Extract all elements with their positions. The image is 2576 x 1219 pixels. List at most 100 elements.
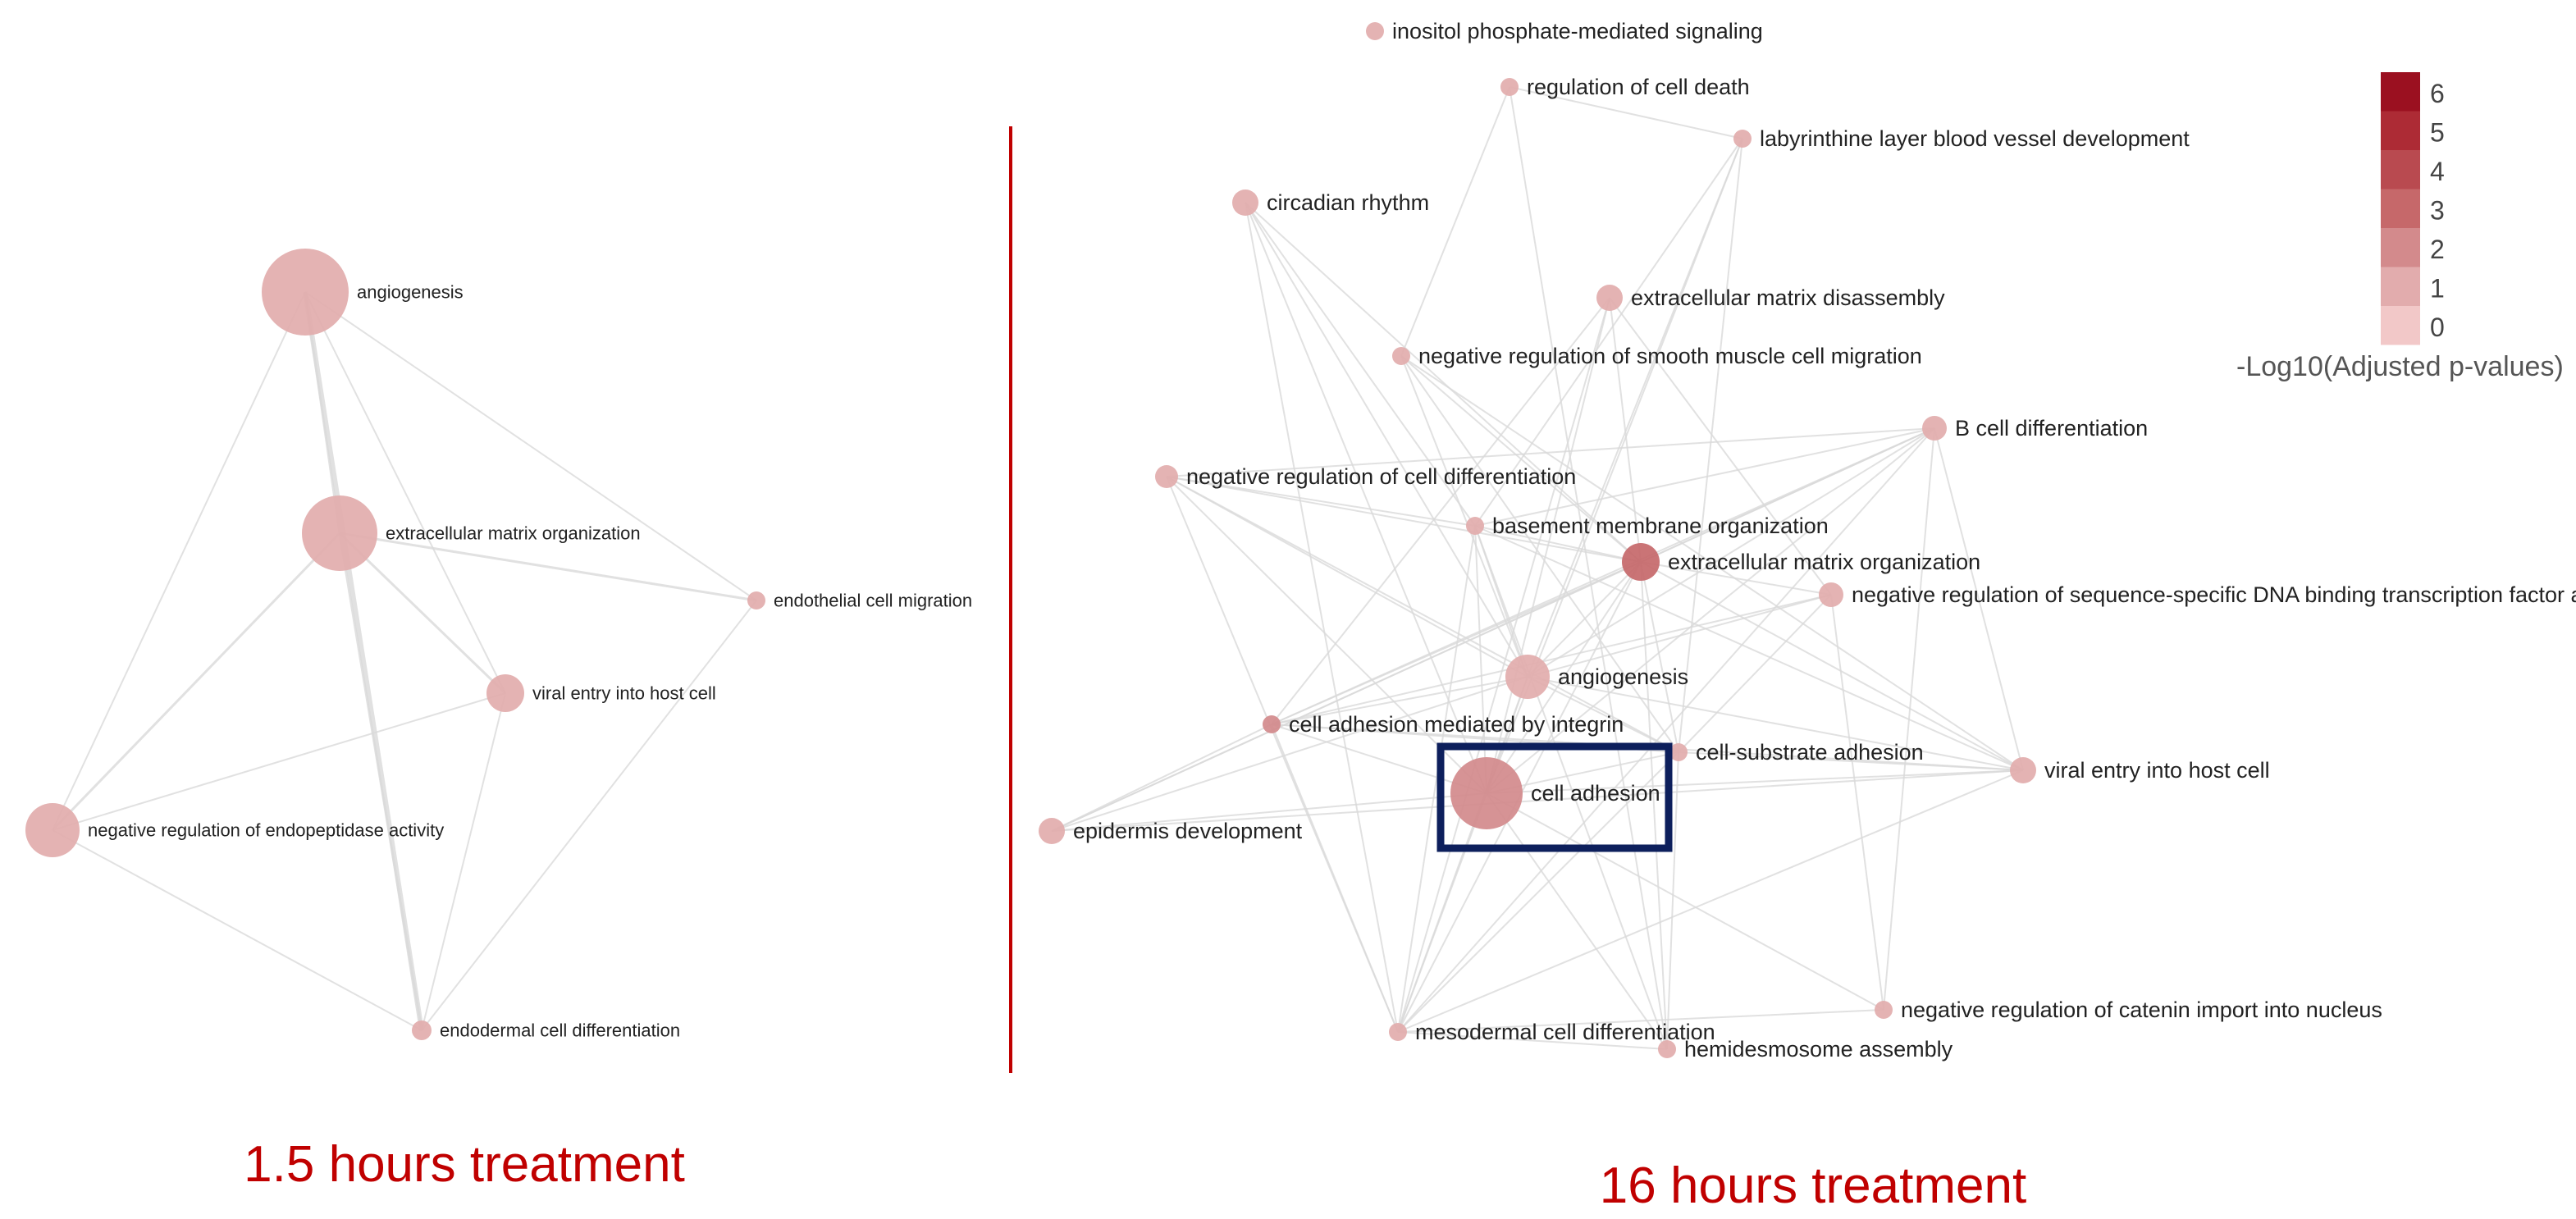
node-neg_smc: negative regulation of smooth muscle cel…: [1392, 344, 1922, 368]
legend-swatch: [2381, 267, 2420, 306]
node-circle: [1875, 1001, 1893, 1019]
node-circadian: circadian rhythm: [1232, 189, 1429, 216]
node-neg_endopep: negative regulation of endopeptidase act…: [25, 803, 444, 857]
edge-ecm_org-endo_mig: [339, 532, 757, 602]
edge-viral-neg_endopep: [52, 692, 506, 831]
edge-ecm_dis-neg_tf: [1609, 297, 1832, 596]
node-label: negative regulation of cell differentiat…: [1186, 464, 1576, 489]
node-label: basement membrane organization: [1492, 514, 1829, 538]
node-label: extracellular matrix organization: [386, 523, 641, 544]
node-circle: [1155, 465, 1178, 488]
node-bcell: B cell differentiation: [1922, 416, 2148, 441]
legend-swatch: [2381, 150, 2420, 189]
edge-angiogenesis-endo_mig: [304, 291, 757, 601]
edge-neg_celldiff-angiogenesis: [1166, 476, 1528, 678]
edge-bcell-cell_adhesion: [1486, 427, 1935, 794]
left-edges: [51, 291, 757, 1031]
edge-angiogenesis-substrate: [1527, 676, 1679, 753]
edge-substrate-viral: [1678, 751, 2024, 771]
edge-ecm_org-viral: [338, 532, 507, 695]
legend-tick-label: 1: [2430, 273, 2445, 303]
legend-tick-label: 6: [2430, 79, 2445, 108]
edge-ecm_org-angiogenesis: [1527, 561, 1642, 678]
edge-neg_celldiff-substrate: [1166, 476, 1679, 753]
legend-swatch: [2381, 228, 2420, 267]
right-network-panel: inositol phosphate-mediated signaling reg…: [1039, 19, 2576, 1061]
node-circle: [2010, 757, 2036, 783]
node-label: mesodermal cell differentiation: [1415, 1020, 1715, 1044]
edge-cell_adhesion-catenin: [1486, 792, 1884, 1011]
node-reg_death: regulation of cell death: [1500, 75, 1750, 99]
node-label: hemidesmosome assembly: [1684, 1037, 1953, 1061]
edge-integrin-epidermis: [1051, 724, 1272, 832]
node-circle: [25, 803, 80, 857]
node-hemides: hemidesmosome assembly: [1658, 1037, 1953, 1061]
edge-neg_celldiff-cell_adhesion: [1166, 476, 1487, 794]
node-label: B cell differentiation: [1955, 416, 2148, 441]
edge-bcell-viral: [1934, 427, 2024, 771]
node-circle: [1263, 715, 1281, 733]
node-label: epidermis development: [1073, 819, 1303, 843]
node-cell_adhesion: cell adhesion: [1450, 757, 1660, 829]
node-label: cell-substrate adhesion: [1696, 740, 1924, 765]
edge-neg_smc-ecm_org: [1400, 355, 1642, 563]
node-circle: [747, 591, 765, 610]
legend-title: -Log10(Adjusted p-values): [2236, 351, 2564, 382]
node-circle: [302, 495, 377, 571]
edge-angiogenesis-viral: [304, 291, 506, 694]
left-network-panel: angiogenesis extracellular matrix organiz…: [25, 249, 972, 1041]
node-label: viral entry into host cell: [2044, 758, 2270, 783]
edge-neg_endopep-endoderm: [52, 829, 422, 1031]
node-label: inositol phosphate-mediated signaling: [1392, 19, 1763, 43]
edge-viral-mesoderm: [1397, 769, 2024, 1033]
edge-labyrinth-basement: [1474, 138, 1743, 527]
node-label: negative regulation of catenin import in…: [1901, 998, 2382, 1022]
color-legend: 6 5 4 3 2 1 0 -Log10(Adjusted p-values): [2236, 72, 2564, 382]
edge-neg_tf-integrin: [1271, 594, 1832, 725]
node-circle: [486, 674, 524, 712]
legend-ticks: 6 5 4 3 2 1 0: [2430, 79, 2445, 342]
node-circle: [1232, 189, 1258, 216]
node-label: endothelial cell migration: [774, 591, 972, 611]
node-label: negative regulation of endopeptidase act…: [88, 820, 444, 841]
edge-cell_adhesion-mesoderm: [1397, 792, 1487, 1033]
edge-substrate-mesoderm: [1397, 751, 1679, 1033]
legend-swatch: [2381, 72, 2420, 112]
node-label: angiogenesis: [1558, 664, 1688, 689]
edge-reg_death-hemides: [1509, 86, 1668, 1050]
node-label: extracellular matrix disassembly: [1631, 285, 1945, 310]
node-epidermis: epidermis development: [1039, 818, 1303, 844]
legend-swatches: [2381, 72, 2420, 345]
node-circle: [1505, 655, 1550, 699]
edge-neg_celldiff-ecm_org: [1166, 476, 1642, 563]
legend-tick-label: 3: [2430, 195, 2445, 225]
node-labyrinth: labyrinthine layer blood vessel developm…: [1733, 126, 2190, 151]
node-angiogenesis: angiogenesis: [1505, 655, 1688, 699]
edge-angiogenesis-viral: [1527, 676, 2024, 771]
edge-circadian-mesoderm: [1245, 202, 1399, 1033]
legend-swatch: [2381, 306, 2420, 345]
right-panel-title: 16 hours treatment: [1600, 1157, 2026, 1214]
edge-mesoderm-hemides: [1397, 1031, 1668, 1050]
node-catenin: negative regulation of catenin import in…: [1875, 998, 2382, 1022]
edge-basement-mesoderm: [1397, 525, 1476, 1033]
edge-cell_adhesion-hemides: [1486, 792, 1668, 1050]
node-circle: [412, 1020, 432, 1040]
edge-neg_tf-angiogenesis: [1527, 594, 1832, 678]
edge-mesoderm-catenin: [1397, 1009, 1884, 1033]
node-inositol: inositol phosphate-mediated signaling: [1366, 19, 1763, 43]
edge-reg_death-neg_smc: [1400, 86, 1510, 357]
edge-neg_tf-substrate: [1678, 594, 1832, 753]
node-circle: [1039, 818, 1065, 844]
legend-swatch: [2381, 111, 2420, 150]
highlight-box: [1436, 742, 1673, 852]
node-circle: [1658, 1040, 1676, 1058]
edge-ecm_org-neg_tf: [1640, 561, 1832, 596]
node-circle: [1392, 347, 1410, 365]
edge-angiogenesis-integrin: [1271, 676, 1528, 725]
edge-epidermis-viral: [1051, 769, 2024, 832]
node-circle: [1500, 78, 1519, 96]
legend-tick-label: 2: [2430, 235, 2445, 264]
edge-circadian-basement: [1245, 202, 1476, 527]
node-label: endodermal cell differentiation: [440, 1020, 680, 1041]
